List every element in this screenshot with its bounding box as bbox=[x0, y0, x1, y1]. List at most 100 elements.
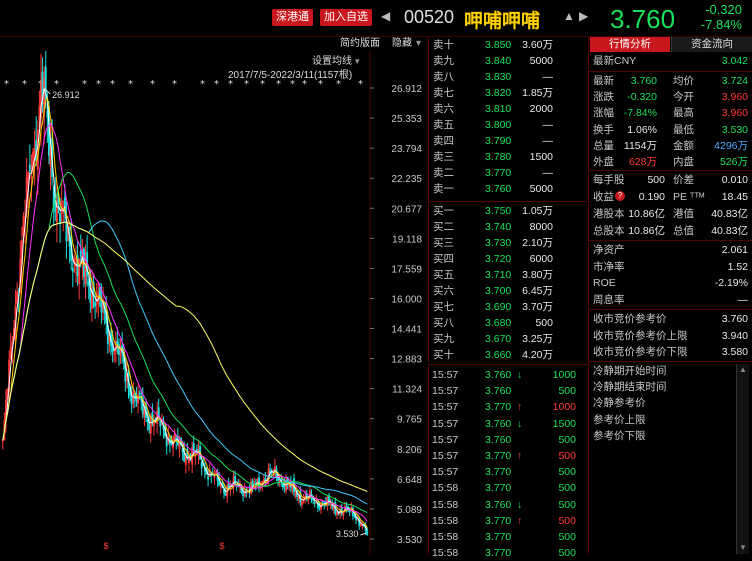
trade-row: 15:58 3.770 500 bbox=[429, 480, 589, 496]
fundamental-label: 港股本 bbox=[593, 208, 625, 220]
level-label: 卖三 bbox=[433, 151, 454, 163]
level-label: 卖五 bbox=[433, 119, 454, 131]
bid-row[interactable]: 买十 3.660 4.20万 bbox=[429, 347, 589, 363]
fundamental-label: 价差 bbox=[673, 174, 694, 186]
trade-time: 15:58 bbox=[432, 531, 459, 543]
level-volume: 1500 bbox=[529, 151, 553, 163]
panel-scrollbar[interactable]: ▲ ▼ bbox=[736, 364, 749, 554]
metric-value: 2.061 bbox=[721, 244, 748, 256]
level-label: 卖六 bbox=[433, 103, 454, 115]
ask-row[interactable]: 卖一 3.760 5000 bbox=[429, 181, 589, 197]
ask-row[interactable]: 卖三 3.780 1500 bbox=[429, 149, 589, 165]
ask-row[interactable]: 卖八 3.830 — bbox=[429, 69, 589, 85]
simple-layout-button[interactable]: 简约版面 bbox=[340, 38, 380, 49]
candle-body bbox=[71, 268, 74, 272]
previous-stock-icon[interactable]: ◀ bbox=[381, 9, 391, 23]
bid-row[interactable]: 买三 3.730 2.10万 bbox=[429, 235, 589, 251]
ask-row[interactable]: 卖二 3.770 — bbox=[429, 165, 589, 181]
bid-row[interactable]: 买七 3.690 3.70万 bbox=[429, 299, 589, 315]
trade-price: 3.770 bbox=[485, 531, 512, 543]
candle-body bbox=[184, 452, 187, 466]
event-marker-icon: * bbox=[318, 79, 323, 90]
level-volume: 1.85万 bbox=[522, 87, 553, 99]
bid-row[interactable]: 买六 3.700 6.45万 bbox=[429, 283, 589, 299]
bid-row[interactable]: 买八 3.680 500 bbox=[429, 315, 589, 331]
bid-row[interactable]: 买二 3.740 8000 bbox=[429, 219, 589, 235]
level-price: 3.680 bbox=[485, 317, 512, 329]
ask-row[interactable]: 卖五 3.800 — bbox=[429, 117, 589, 133]
divider bbox=[589, 361, 752, 362]
level-price: 3.740 bbox=[485, 221, 512, 233]
event-marker-icon: * bbox=[150, 79, 155, 90]
level-label: 卖四 bbox=[433, 135, 454, 147]
tab-quote-analysis[interactable]: 行情分析 bbox=[590, 37, 670, 52]
up-arrow-icon: ↑ bbox=[517, 514, 523, 527]
candle-body bbox=[348, 510, 351, 512]
stat-value: -7.84% bbox=[623, 107, 657, 120]
level-price: 3.800 bbox=[485, 119, 512, 131]
fundamental-row: 港股本 10.86亿 港值 40.83亿 bbox=[589, 206, 752, 223]
scroll-up-icon[interactable]: ▲ bbox=[739, 365, 747, 374]
down-arrow-icon: ↓ bbox=[517, 498, 523, 511]
level-volume: 500 bbox=[535, 317, 553, 329]
stat-value: 628万 bbox=[628, 156, 657, 168]
level-label: 卖一 bbox=[433, 183, 454, 195]
tab-fund-flow[interactable]: 资金流向 bbox=[671, 37, 752, 52]
scroll-down-icon[interactable]: ▼ bbox=[739, 543, 747, 552]
candle-body bbox=[258, 477, 260, 487]
trade-volume: 1000 bbox=[552, 401, 576, 414]
candle-body bbox=[28, 164, 31, 172]
y-tick-label: 3.530 bbox=[397, 535, 422, 546]
level-price: 3.820 bbox=[485, 87, 512, 99]
trade-volume: 500 bbox=[558, 482, 576, 495]
toolbar-menu-icon[interactable]: ▾ bbox=[416, 38, 422, 49]
ask-row[interactable]: 卖十 3.850 3.60万 bbox=[429, 37, 589, 53]
help-icon[interactable]: ? bbox=[615, 191, 625, 201]
chart-toolbar: 简约版面 隐藏 ▾ bbox=[0, 37, 428, 51]
level-label: 买七 bbox=[433, 301, 454, 313]
candle-body bbox=[359, 524, 362, 526]
up-arrow-icon: ↑ bbox=[517, 450, 523, 462]
fundamental-value: 10.86亿 bbox=[628, 225, 665, 237]
ask-row[interactable]: 卖四 3.790 — bbox=[429, 133, 589, 149]
event-marker-icon: * bbox=[22, 79, 27, 90]
fundamental-value: 0.010 bbox=[721, 174, 748, 186]
kline-chart-svg[interactable]: 设置均线 ▾2017/7/5-2022/3/11(1157根)* * * * * * * * * *… bbox=[0, 39, 428, 554]
alert-bell-icon[interactable]: ▲ bbox=[563, 9, 575, 23]
level-label: 买三 bbox=[433, 237, 454, 249]
bid-row[interactable]: 买四 3.720 6000 bbox=[429, 251, 589, 267]
level-price: 3.830 bbox=[485, 71, 512, 83]
price-change-percent: -7.84% bbox=[700, 17, 742, 32]
hk-connect-badge[interactable]: 深港通 bbox=[272, 9, 313, 26]
fundamental-value: 10.86亿 bbox=[628, 208, 665, 220]
cooling-row: 冷静参考价 bbox=[589, 395, 752, 412]
level-label: 买二 bbox=[433, 221, 454, 233]
trade-row: 15:57 3.770 ↑ 500 bbox=[429, 448, 589, 464]
trade-price: 3.760 bbox=[485, 433, 512, 446]
y-tick-label: 9.765 bbox=[397, 415, 422, 426]
stat-label: 今开 bbox=[673, 91, 694, 104]
kline-chart[interactable]: 设置均线 ▾ 2017/7/5-2022/3/11(1157根) * * * * * * * * * *… bbox=[0, 39, 428, 554]
ask-row[interactable]: 卖六 3.810 2000 bbox=[429, 101, 589, 117]
level-volume: — bbox=[542, 71, 554, 83]
bid-row[interactable]: 买一 3.750 1.05万 bbox=[429, 203, 589, 219]
event-marker-icon: * bbox=[128, 79, 133, 90]
trade-row: 15:58 3.770 ↑ 500 bbox=[429, 513, 589, 529]
add-to-watchlist-button[interactable]: 加入自选 bbox=[320, 9, 372, 26]
y-tick-label: 11.324 bbox=[392, 385, 422, 396]
metric-row: 净资产 2.061 bbox=[589, 242, 752, 259]
bid-row[interactable]: 买五 3.710 3.80万 bbox=[429, 267, 589, 283]
bid-row[interactable]: 买九 3.670 3.25万 bbox=[429, 331, 589, 347]
ma-settings-button[interactable]: 设置均线 bbox=[312, 54, 352, 67]
trade-time: 15:57 bbox=[432, 369, 459, 381]
candle-body bbox=[79, 251, 82, 257]
stat-label: 内盘 bbox=[673, 156, 694, 168]
ask-row[interactable]: 卖七 3.820 1.85万 bbox=[429, 85, 589, 101]
hide-button[interactable]: 隐藏 bbox=[392, 38, 412, 49]
candle-body bbox=[3, 420, 6, 441]
candle-body bbox=[113, 352, 116, 355]
next-stock-icon[interactable]: ▶ bbox=[579, 9, 589, 23]
candle-body bbox=[55, 203, 58, 223]
y-tick-label: 22.235 bbox=[391, 174, 422, 185]
ask-row[interactable]: 卖九 3.840 5000 bbox=[429, 53, 589, 69]
